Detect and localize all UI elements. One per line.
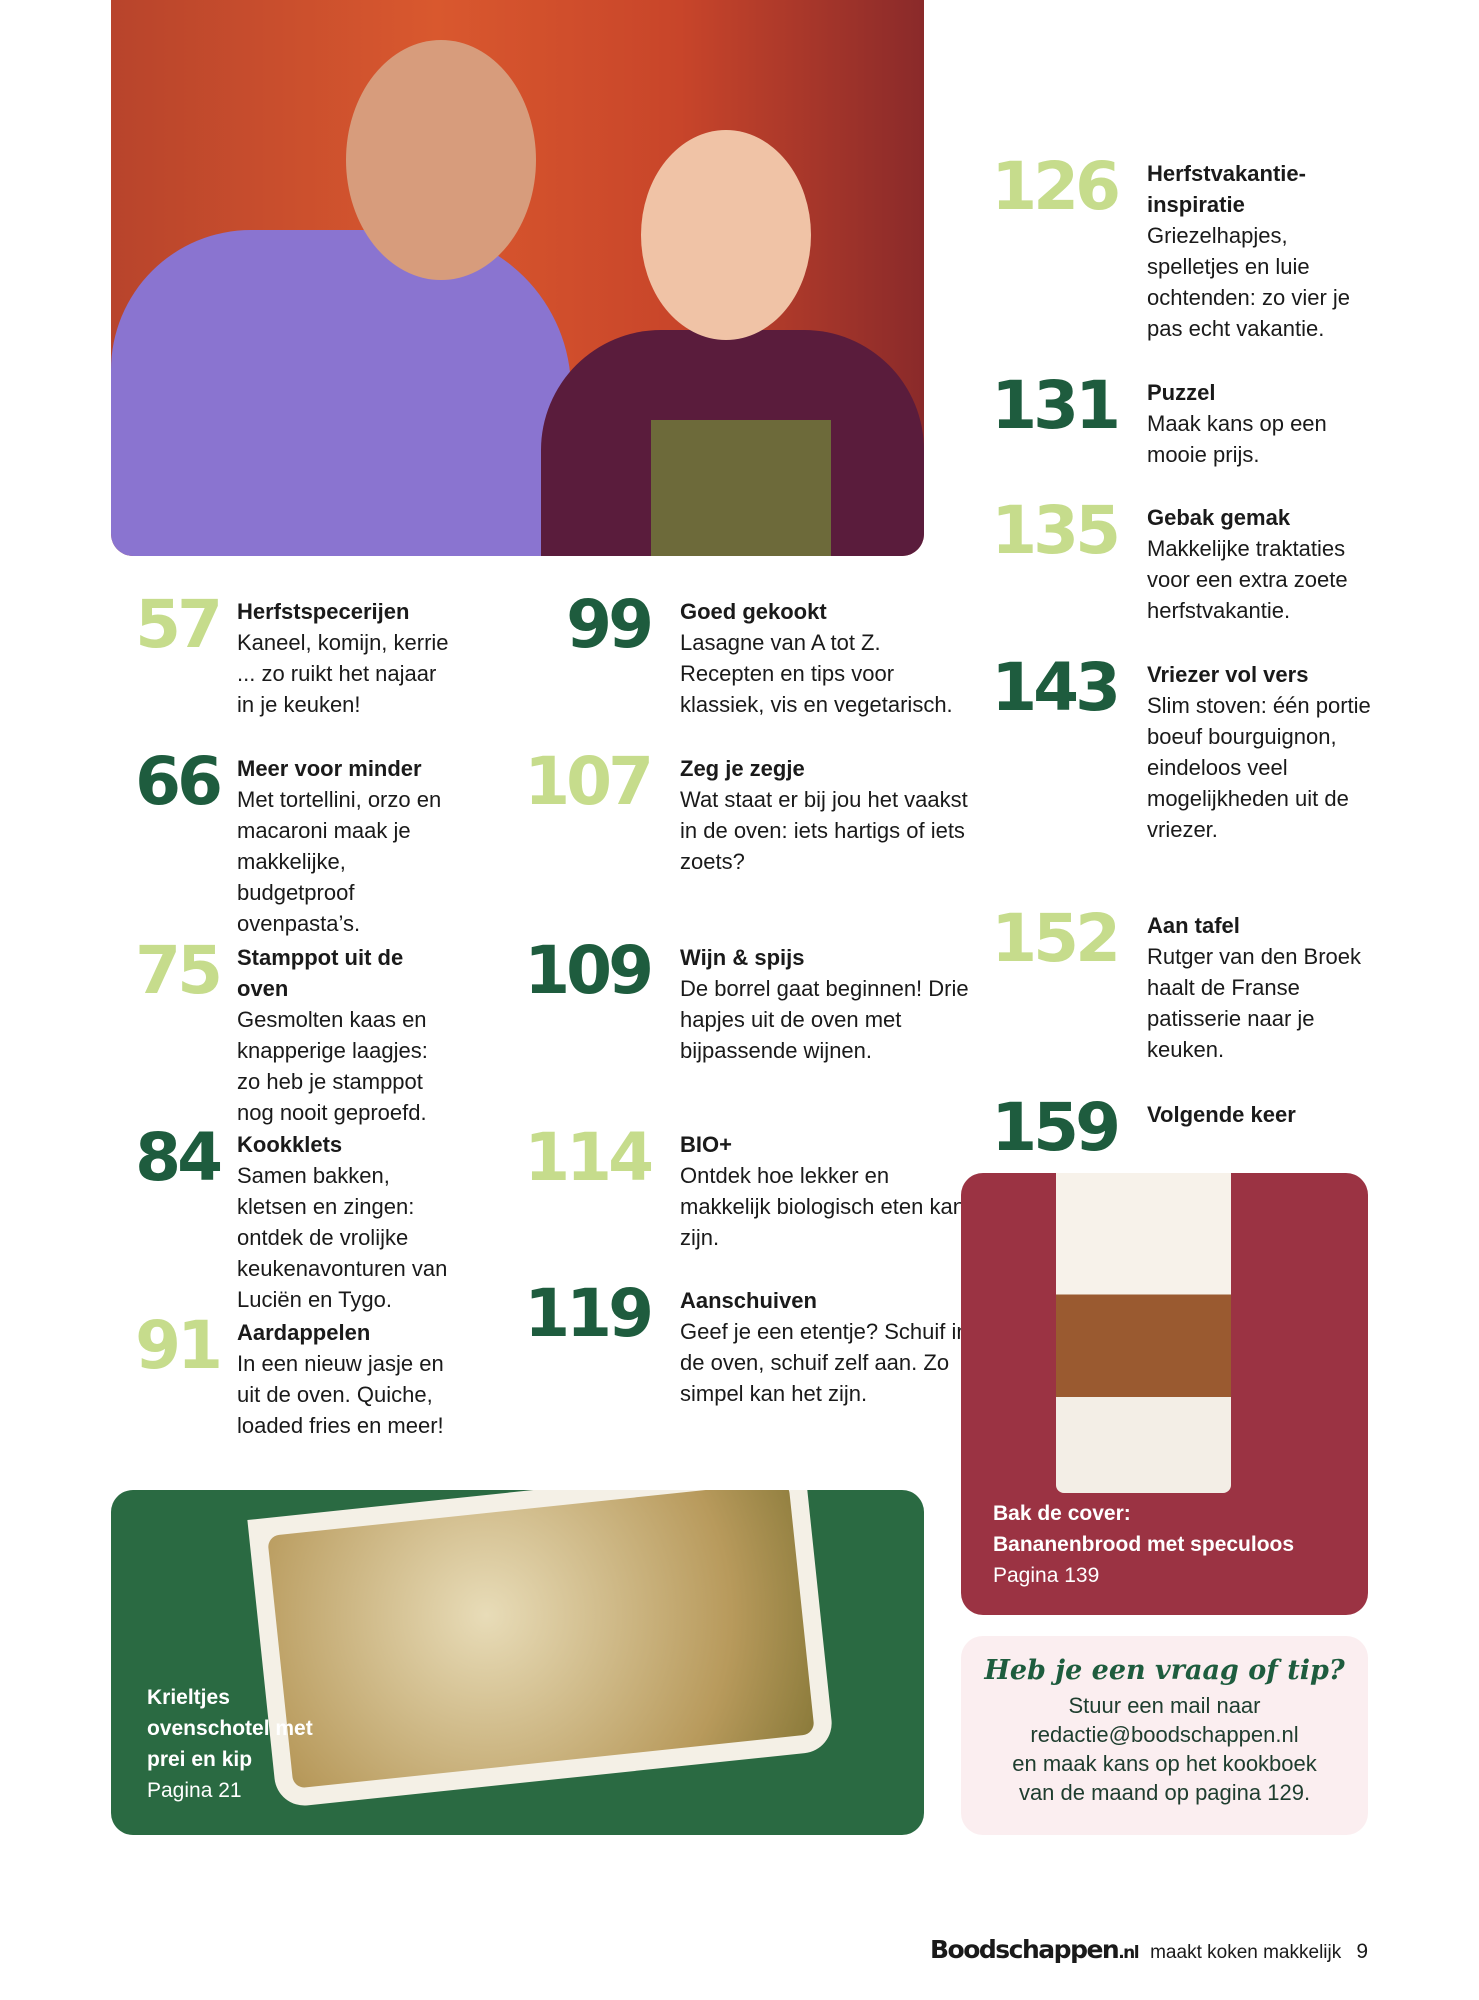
page-number-label: 126: [991, 148, 1121, 225]
entry-description: Ontdek hoe lekker en makkelijk biologisc…: [680, 1163, 965, 1250]
entry-title: BIO+: [680, 1132, 732, 1157]
entry-description: Met tortellini, orzo en macaroni maak je…: [237, 787, 442, 936]
entry-description: Rutger van den Broek haalt de Franse pat…: [1147, 944, 1362, 1062]
toc-entry-91[interactable]: 91 Aardappelen In een nieuw jasje en uit …: [111, 1307, 457, 1441]
toc-entry-119[interactable]: 119 Aanschuiven Geef je een etentje? Schu…: [505, 1275, 970, 1409]
banana-bread: [1056, 1173, 1231, 1493]
toc-entry-143[interactable]: 143 Vriezer vol vers Slim stoven: één por…: [965, 649, 1377, 845]
entry-description: Gesmolten kaas en knapperige laagjes: zo…: [237, 1007, 428, 1125]
entry-description: Samen bakken, kletsen en zingen: ontdek …: [237, 1163, 448, 1312]
toc-entry-152[interactable]: 152 Aan tafel Rutger van den Broek haalt …: [965, 900, 1377, 1065]
page-number-label: 143: [991, 649, 1121, 726]
entry-description: In een nieuw jasje en uit de oven. Quich…: [237, 1351, 444, 1438]
entry-description: Slim stoven: één portie boeuf bourguigno…: [1147, 693, 1371, 842]
page-number-label: 152: [991, 900, 1121, 977]
entry-title: Herfstvakantie-inspiratie: [1147, 161, 1306, 217]
entry-description: Wat staat er bij jou het vaakst in de ov…: [680, 787, 968, 874]
toc-entry-109[interactable]: 109 Wijn & spijs De borrel gaat beginnen!…: [505, 932, 970, 1066]
entry-description: Lasagne van A tot Z. Recepten en tips vo…: [680, 630, 953, 717]
entry-title: Zeg je zegje: [680, 756, 805, 781]
toc-entry-57[interactable]: 57 Herfstspecerijen Kaneel, komijn, kerri…: [111, 586, 457, 720]
entry-title: Goed gekookt: [680, 599, 827, 624]
bottom-photo: Krieltjes ovenschotel met prei en kip Pa…: [111, 1490, 924, 1835]
tip-email[interactable]: redactie@boodschappen.nl: [1030, 1722, 1299, 1747]
page-number-label: 109: [524, 932, 654, 1009]
toc-entry-131[interactable]: 131 Puzzel Maak kans op een mooie prijs.: [965, 367, 1377, 470]
page-number-label: 84: [135, 1119, 223, 1196]
page-number-label: 57: [135, 586, 223, 663]
tip-box: Heb je een vraag of tip? Stuur een mail …: [961, 1636, 1368, 1835]
entry-title: Wijn & spijs: [680, 945, 805, 970]
entry-description: Kaneel, komijn, kerrie ... zo ruikt het …: [237, 630, 449, 717]
toc-entry-135[interactable]: 135 Gebak gemak Makkelijke traktaties voo…: [965, 492, 1377, 626]
page-number-label: 107: [524, 743, 654, 820]
page-number: 9: [1356, 1940, 1368, 1963]
bottom-photo-caption: Krieltjes ovenschotel met prei en kip Pa…: [147, 1686, 313, 1802]
entry-description: Geef je een etentje? Schuif in de oven, …: [680, 1319, 969, 1406]
footer-tagline: maakt koken makkelijk: [1150, 1942, 1342, 1963]
entry-title: Stamppot uit de oven: [237, 945, 404, 1001]
page-number-label: 135: [991, 492, 1121, 569]
entry-title: Volgende keer: [1147, 1102, 1296, 1127]
entry-title: Aan tafel: [1147, 913, 1240, 938]
toc-entry-114[interactable]: 114 BIO+ Ontdek hoe lekker en makkelijk b…: [505, 1119, 970, 1253]
entry-title: Herfstspecerijen: [237, 599, 410, 624]
page-number-label: 131: [991, 367, 1121, 444]
page-number-label: 159: [991, 1089, 1121, 1166]
page-number-label: 99: [566, 586, 654, 663]
man-figure: [111, 230, 571, 556]
entry-description: Maak kans op een mooie prijs.: [1147, 411, 1327, 467]
entry-title: Vriezer vol vers: [1147, 662, 1309, 687]
page-number-label: 114: [524, 1119, 654, 1196]
toc-entry-66[interactable]: 66 Meer voor minder Met tortellini, orzo …: [111, 743, 457, 939]
entry-title: Aardappelen: [237, 1320, 371, 1345]
page-number-label: 66: [135, 743, 223, 820]
entry-title: Gebak gemak: [1147, 505, 1291, 530]
entry-title: Aanschuiven: [680, 1288, 817, 1313]
entry-title: Kookklets: [237, 1132, 343, 1157]
entry-description: De borrel gaat beginnen! Drie hapjes uit…: [680, 976, 969, 1063]
toc-entry-107[interactable]: 107 Zeg je zegje Wat staat er bij jou het…: [505, 743, 970, 877]
toc-entry-159[interactable]: 159 Volgende keer: [965, 1089, 1377, 1166]
toc-entry-99[interactable]: 99 Goed gekookt Lasagne van A tot Z. Rece…: [505, 586, 970, 720]
page-number-label: 75: [135, 932, 223, 1009]
entry-title: Puzzel: [1147, 380, 1216, 405]
toc-entry-84[interactable]: 84 Kookklets Samen bakken, kletsen en zin…: [111, 1119, 457, 1315]
entry-description: Makkelijke traktaties voor een extra zoe…: [1147, 536, 1348, 623]
boy-apron: [651, 420, 831, 556]
footer: Boodschappen.nl maakt koken makkelijk 9: [930, 1935, 1430, 1964]
page-number-label: 119: [524, 1275, 654, 1352]
tip-heading: Heb je een vraag of tip?: [984, 1655, 1345, 1686]
hero-photo: [111, 0, 924, 556]
cover-photo[interactable]: Bak de cover: Bananenbrood met speculoos…: [961, 1173, 1368, 1615]
page-number-label: 91: [135, 1307, 223, 1384]
boy-head: [641, 130, 811, 340]
entry-description: Griezelhapjes, spelletjes en luie ochten…: [1147, 223, 1351, 341]
footer-logo: Boodschappen.nl: [930, 1935, 1140, 1964]
toc-entry-126[interactable]: 126 Herfstvakantie-inspiratie Griezelhapj…: [965, 148, 1377, 344]
man-head: [346, 40, 536, 280]
cover-caption: Bak de cover: Bananenbrood met speculoos…: [993, 1502, 1295, 1587]
toc-entry-75[interactable]: 75 Stamppot uit de oven Gesmolten kaas en…: [111, 932, 457, 1128]
entry-title: Meer voor minder: [237, 756, 422, 781]
